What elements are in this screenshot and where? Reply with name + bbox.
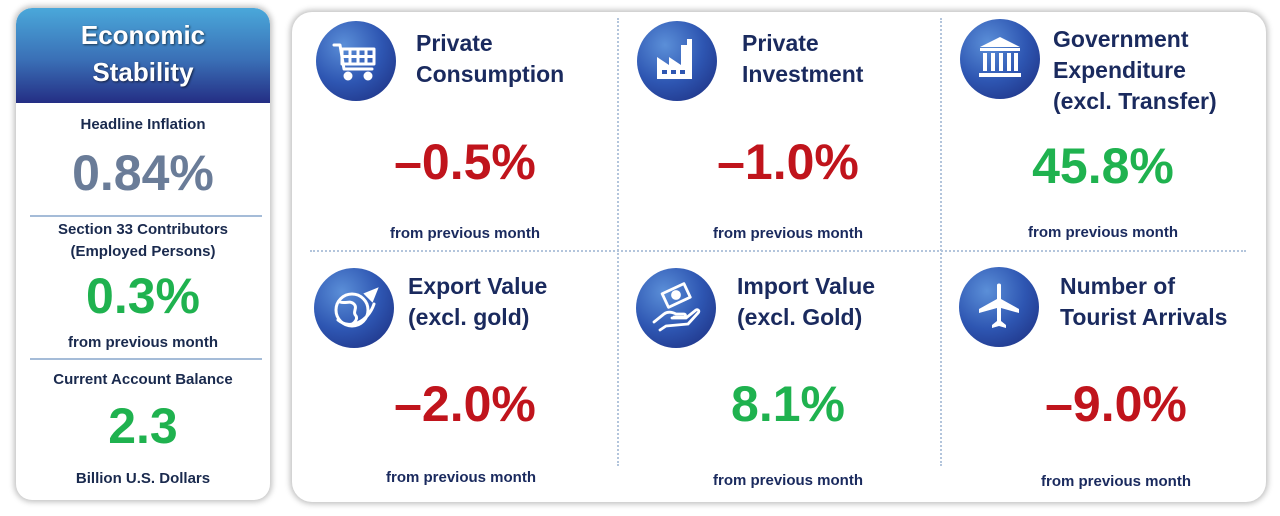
section33-label-line2: (Employed Persons) xyxy=(70,243,216,260)
headline-inflation-label: Headline Inflation xyxy=(80,116,206,133)
section33-label-line1: Section 33 Contributors xyxy=(57,221,229,238)
private-investment-value: –1.0% xyxy=(717,134,859,190)
current-account-unit: Billion U.S. Dollars xyxy=(75,470,211,487)
indicators-panel: Private Consumption –0.5% from previous … xyxy=(292,12,1266,502)
shopping-cart-icon xyxy=(316,21,396,101)
section33-value: 0.3% xyxy=(86,268,200,324)
private-consumption-value: –0.5% xyxy=(394,134,536,190)
tourist-arrivals-sub: from previous month xyxy=(1040,473,1191,490)
headline-inflation-value: 0.84% xyxy=(72,145,214,201)
import-value-title: Import Value (excl. Gold) xyxy=(737,273,876,330)
divider xyxy=(30,358,262,360)
private-consumption-sub: from previous month xyxy=(389,225,540,242)
government-expenditure-value: 45.8% xyxy=(1032,138,1174,194)
economic-stability-title-line1: Economic xyxy=(80,20,206,50)
current-account-label: Current Account Balance xyxy=(53,371,233,388)
economic-stability-header: Economic Stability xyxy=(16,8,270,103)
import-value-sub: from previous month xyxy=(712,472,863,489)
divider xyxy=(30,215,262,217)
government-expenditure-sub: from previous month xyxy=(1027,224,1178,241)
private-investment-title: Private Investment xyxy=(742,30,864,87)
private-investment-sub: from previous month xyxy=(712,225,863,242)
tourist-arrivals-title: Number of Tourist Arrivals xyxy=(1060,273,1228,330)
export-value-title: Export Value (excl. gold) xyxy=(408,273,548,330)
export-value-sub: from previous month xyxy=(385,469,536,486)
economic-stability-panel: Economic Stability Headline Inflation 0.… xyxy=(16,8,270,500)
export-value-value: –2.0% xyxy=(394,376,536,432)
government-expenditure-title: Government Expenditure (excl. Transfer) xyxy=(1053,26,1217,114)
current-account-value: 2.3 xyxy=(108,398,178,454)
government-building-icon xyxy=(960,19,1040,99)
hand-money-icon xyxy=(636,268,716,348)
private-consumption-title: Private Consumption xyxy=(416,30,565,87)
factory-icon xyxy=(637,21,717,101)
globe-airplane-icon xyxy=(314,268,394,348)
section33-sub: from previous month xyxy=(67,334,218,351)
grid-divider-vertical xyxy=(940,18,942,466)
airplane-icon xyxy=(959,267,1039,347)
economic-stability-title-line2: Stability xyxy=(92,57,194,87)
grid-divider-vertical xyxy=(617,18,619,466)
tourist-arrivals-value: –9.0% xyxy=(1045,376,1187,432)
grid-divider-horizontal xyxy=(310,250,1246,252)
import-value-value: 8.1% xyxy=(731,376,845,432)
